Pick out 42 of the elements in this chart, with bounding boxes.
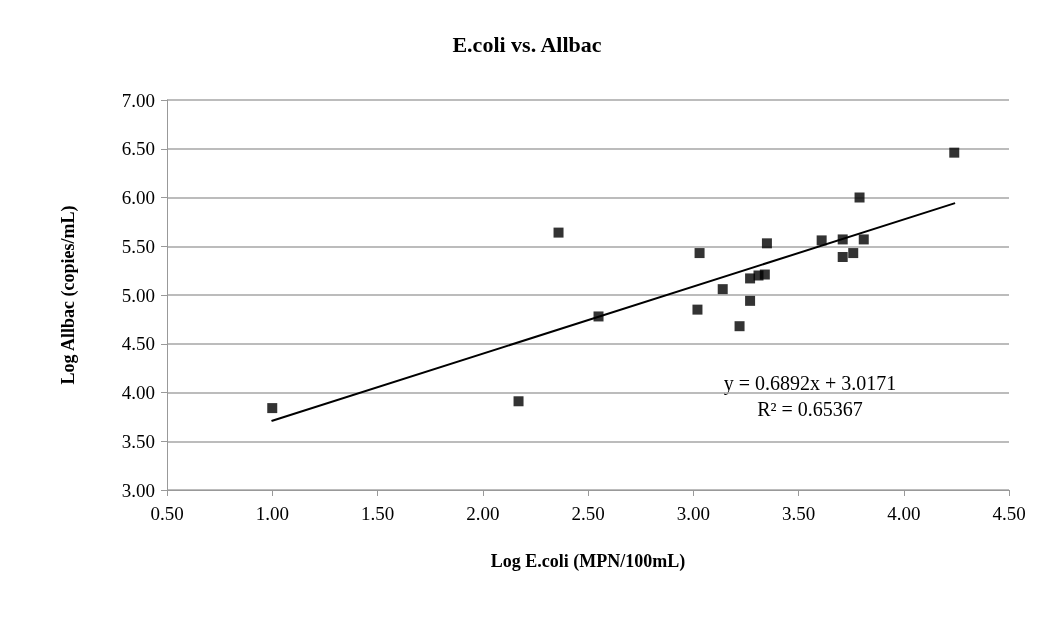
y-tick-label: 3.50 — [121, 430, 155, 452]
point — [837, 251, 848, 262]
x-tick-label: 2.00 — [466, 503, 500, 524]
x-tick-label: 4.50 — [992, 503, 1026, 524]
x-tick-label: 1.00 — [255, 503, 289, 524]
point — [694, 248, 705, 259]
y-tick-label: 5.00 — [121, 284, 155, 306]
chart-title: E.coli vs. Allbac — [452, 31, 602, 57]
point — [717, 284, 728, 295]
point — [949, 147, 960, 158]
x-axis-title: Log E.coli (MPN/100mL) — [490, 551, 686, 572]
y-tick-label: 6.50 — [121, 138, 155, 160]
x-tick-label: 0.50 — [150, 503, 184, 524]
x-tick-label: 4.00 — [887, 503, 921, 524]
point — [593, 311, 604, 322]
point — [854, 192, 865, 203]
y-tick-label: 5.50 — [121, 235, 155, 257]
point — [816, 235, 827, 246]
x-tick-label: 3.00 — [676, 503, 710, 524]
annotation: R² = 0.65367 — [757, 398, 863, 420]
point — [734, 321, 745, 332]
point — [858, 234, 869, 245]
y-tick-label: 6.00 — [121, 187, 155, 208]
y-tick-label: 4.50 — [121, 333, 155, 355]
x-tick-label: 2.50 — [571, 503, 605, 524]
point — [759, 269, 770, 280]
point — [553, 227, 564, 238]
point — [513, 396, 524, 407]
point — [761, 238, 772, 249]
y-axis-title: Log Allbac (copies/mL) — [58, 205, 79, 385]
x-tick-label: 1.50 — [360, 503, 395, 524]
y-tick-label: 4.00 — [121, 382, 155, 403]
point — [692, 304, 703, 315]
point — [837, 234, 848, 245]
point — [745, 273, 756, 284]
y-tick-label: 3.00 — [121, 479, 155, 501]
x-tick-label: 3.50 — [781, 503, 816, 524]
point — [745, 295, 756, 306]
point — [848, 248, 859, 259]
point — [267, 403, 278, 414]
y-tick-label: 7.00 — [121, 89, 155, 111]
annotation: y = 0.6892x + 3.0171 — [723, 372, 897, 395]
